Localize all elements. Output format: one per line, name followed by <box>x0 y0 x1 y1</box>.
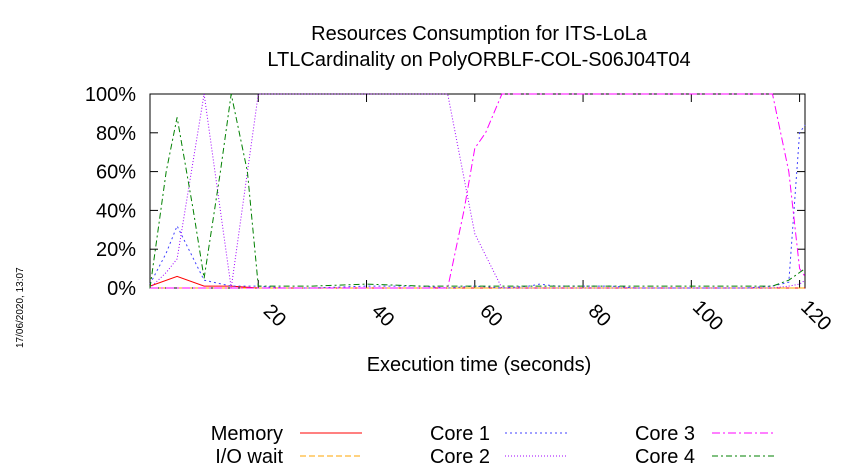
series-line-core-2 <box>149 93 806 289</box>
y-tick-label: 0% <box>107 278 136 300</box>
chart-title: Resources Consumption for ITS-LoLa <box>311 23 648 45</box>
x-tick-label: 100 <box>688 296 727 335</box>
legend-label-core-1: Core 1 <box>430 423 490 445</box>
legend-label-memory: Memory <box>211 423 283 445</box>
x-tick-label: 20 <box>259 300 290 331</box>
x-tick-label: 80 <box>584 300 615 331</box>
plot-frame <box>149 93 806 289</box>
x-tick-label: 40 <box>367 300 398 331</box>
y-tick-label: 100% <box>85 84 136 106</box>
legend-label-core-3: Core 3 <box>635 423 695 445</box>
legend-label-core-4: Core 4 <box>635 446 695 468</box>
series-line-core-4 <box>149 93 806 289</box>
plot-series <box>149 93 806 289</box>
series-line-core-3 <box>150 93 806 289</box>
y-tick-label: 60% <box>96 162 136 184</box>
x-tick-label: 60 <box>475 300 506 331</box>
y-axis: 0% 20% 40% 60% 80% 100% <box>85 84 805 300</box>
y-tick-label: 20% <box>96 239 136 261</box>
y-tick-label: 40% <box>96 200 136 222</box>
series-line-core-1 <box>149 124 806 289</box>
timestamp: 17/06/2020, 13:07 <box>15 267 26 348</box>
x-tick-label: 120 <box>796 296 835 335</box>
chart-subtitle: LTLCardinality on PolyORBLF-COL-S06J04T0… <box>267 49 690 71</box>
y-tick-label: 80% <box>96 123 136 145</box>
x-axis: 20 40 60 80 100 120 <box>257 94 835 335</box>
legend-label-core-2: Core 2 <box>430 446 490 468</box>
x-axis-label: Execution time (seconds) <box>367 354 592 376</box>
legend-label-i-o-wait: I/O wait <box>215 446 283 468</box>
